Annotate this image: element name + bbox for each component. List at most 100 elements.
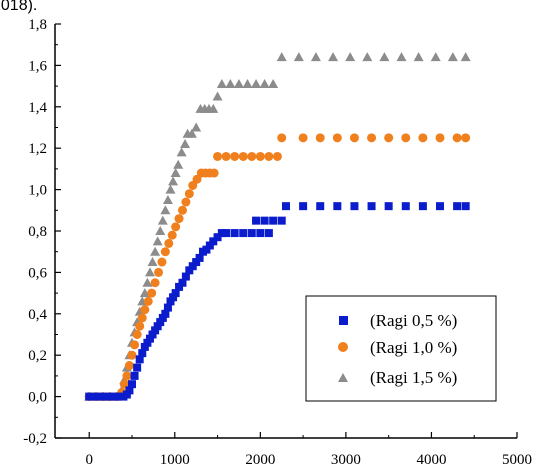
data-point-ragi-10 [124,361,134,371]
data-point-ragi-15 [460,52,471,62]
data-point-ragi-15 [293,52,304,62]
data-point-ragi-05 [230,229,239,238]
data-point-ragi-05 [350,202,359,211]
data-point-ragi-10 [154,267,164,277]
data-point-ragi-05 [222,229,231,238]
data-point-ragi-05 [156,318,165,327]
data-point-ragi-15 [157,215,168,225]
y-tick-label: 1,6 [28,58,47,74]
data-point-ragi-05 [105,392,114,401]
x-tick-label: 4000 [416,452,446,468]
data-point-ragi-05 [209,237,218,246]
data-point-ragi-05 [161,309,170,318]
data-point-ragi-15 [147,257,158,267]
data-point-ragi-10 [349,133,359,143]
data-point-ragi-10 [184,189,194,199]
data-point-ragi-10 [143,296,153,306]
data-point-ragi-05 [277,216,286,225]
data-point-ragi-10 [401,133,411,143]
data-point-ragi-15 [259,79,270,89]
data-point-ragi-15 [251,79,262,89]
data-point-ragi-05 [436,202,444,211]
data-point-ragi-05 [282,202,290,211]
data-point-ragi-05 [92,392,101,401]
series-ragi-05 [85,202,470,401]
data-point-ragi-05 [151,326,160,335]
data-point-ragi-05 [384,202,393,211]
data-point-ragi-15 [396,52,407,62]
y-tick-label: -0,2 [23,431,47,447]
data-point-ragi-15 [186,128,197,138]
data-point-ragi-15 [233,79,244,89]
data-point-ragi-05 [85,392,94,401]
data-point-ragi-05 [252,216,261,225]
data-point-ragi-10 [213,151,223,161]
y-tick-label: 0,0 [28,390,47,406]
y-tick-label: 1,8 [28,17,47,33]
data-point-ragi-10 [177,205,187,215]
y-tick-label: 1,0 [28,183,47,199]
data-point-ragi-05 [125,386,134,395]
data-point-ragi-10 [135,321,145,331]
data-point-ragi-05 [130,371,139,380]
data-point-ragi-05 [181,272,190,281]
data-point-ragi-05 [153,322,162,331]
data-point-ragi-10 [452,133,462,143]
data-point-ragi-15 [170,168,181,178]
x-tick-label: 2000 [245,452,275,468]
x-tick-label: 5000 [502,452,532,468]
data-point-ragi-10 [461,133,471,143]
series-layer [84,52,471,402]
data-point-ragi-05 [145,334,154,343]
data-point-ragi-10 [332,133,342,143]
data-point-ragi-05 [299,202,308,211]
data-point-ragi-05 [256,229,265,238]
data-point-ragi-15 [173,159,184,169]
y-tick-label: 0,6 [28,265,47,281]
x-tick-label: 3000 [331,452,361,468]
data-point-ragi-05 [148,330,157,339]
data-point-ragi-10 [247,151,257,161]
data-point-ragi-15 [212,91,223,101]
x-tick-label: 1000 [160,452,190,468]
data-point-ragi-15 [216,79,227,89]
data-point-ragi-05 [269,216,278,225]
data-point-ragi-10 [230,151,240,161]
data-point-ragi-10 [160,247,170,257]
data-point-ragi-05 [175,282,184,291]
data-point-ragi-05 [158,313,167,322]
data-point-ragi-10 [264,151,274,161]
data-point-ragi-05 [461,202,470,211]
data-point-ragi-15 [144,267,155,277]
data-point-ragi-10 [272,151,282,161]
data-point-ragi-05 [128,380,136,389]
data-point-ragi-10 [171,222,181,232]
data-point-ragi-05 [133,363,142,372]
data-point-ragi-05 [185,266,194,275]
data-point-ragi-15 [150,246,161,256]
data-point-ragi-10 [221,151,231,161]
data-point-ragi-15 [160,205,171,215]
data-point-ragi-10 [137,313,147,323]
data-point-ragi-05 [401,202,410,211]
x-axis-ticks: 0 1000 2000 3000 4000 5000 [85,432,532,468]
data-point-ragi-10 [181,197,191,207]
data-point-ragi-10 [298,133,308,143]
x-tick-label: 0 [85,452,93,468]
data-point-ragi-10 [315,133,325,143]
data-point-ragi-05 [178,278,187,287]
y-axis-ticks: -0,2 0,0 0,2 0,4 0,6 0,8 1,0 1,2 1,4 1,6 1,8 [23,17,61,447]
data-point-ragi-15 [310,52,321,62]
data-point-ragi-10 [122,371,132,381]
legend: (Ragi 0,5 %) (Ragi 1,0 %) (Ragi 1,5 %) [305,295,497,402]
data-point-ragi-05 [333,202,342,211]
data-point-ragi-10 [418,133,428,143]
data-point-ragi-15 [180,139,191,149]
data-point-ragi-10 [167,230,177,240]
data-point-ragi-05 [239,229,248,238]
data-point-ragi-05 [260,216,269,225]
data-point-ragi-10 [238,151,248,161]
data-point-ragi-10 [367,133,377,143]
data-point-ragi-10 [174,214,184,224]
